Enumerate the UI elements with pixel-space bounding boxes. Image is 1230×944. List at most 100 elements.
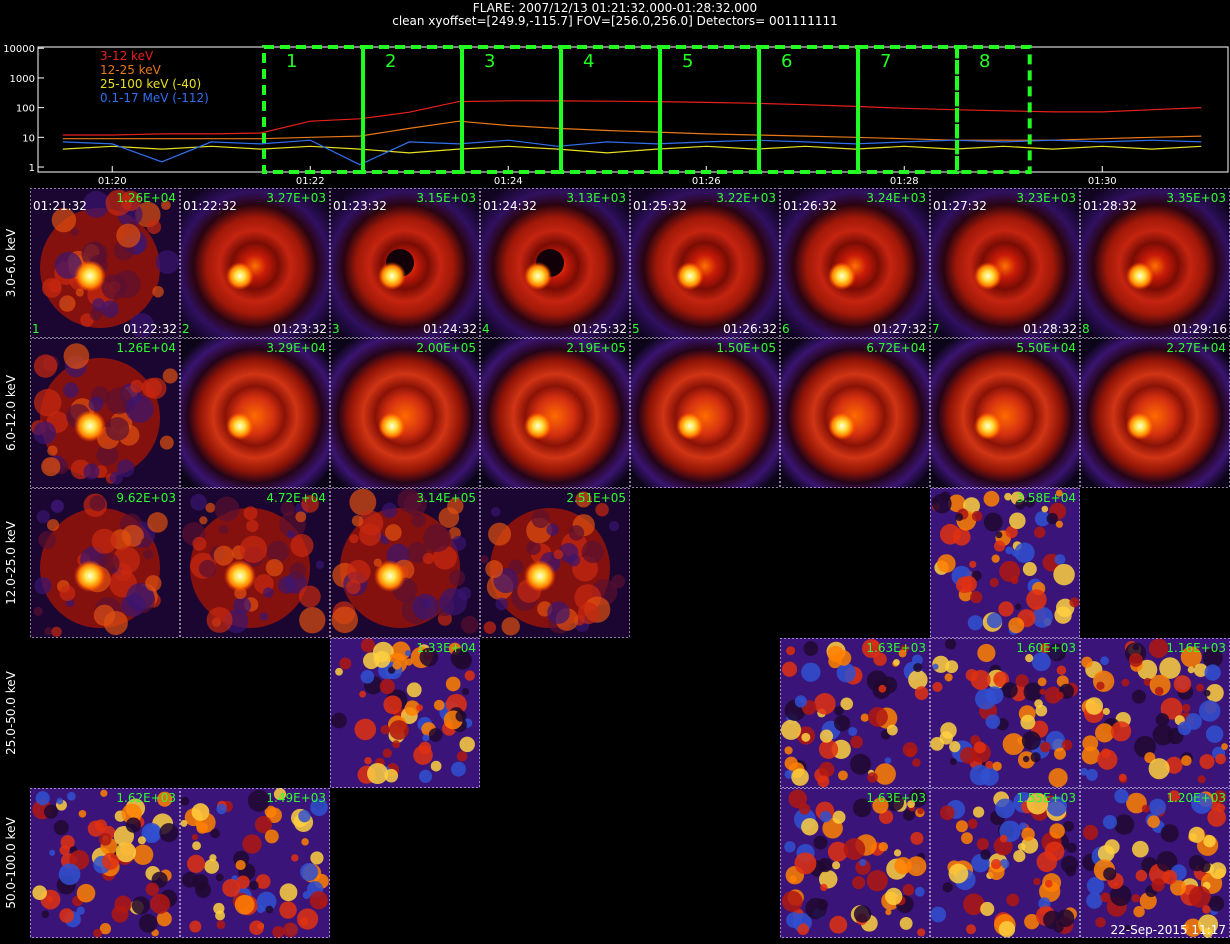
image-blob xyxy=(1191,792,1213,814)
image-blob xyxy=(1198,914,1219,935)
image-blob xyxy=(1110,721,1132,742)
image-blob xyxy=(1183,918,1203,938)
image-blob xyxy=(44,627,53,636)
image-blob xyxy=(1048,768,1068,788)
image-blob xyxy=(1005,546,1014,555)
image-blob xyxy=(992,761,1002,771)
image-blob xyxy=(1014,542,1035,563)
image-blob xyxy=(137,836,146,845)
image-blob xyxy=(145,882,160,896)
image-blob xyxy=(1024,913,1040,930)
image-blob xyxy=(1165,756,1183,774)
y-tick-label: 10 xyxy=(22,133,35,144)
panel-max: 3.23E+03 xyxy=(1016,191,1076,205)
image-blob xyxy=(199,516,208,525)
image-blob xyxy=(1044,879,1053,888)
image-blob xyxy=(1128,653,1143,667)
panel-frame xyxy=(180,488,330,638)
image-blob xyxy=(1034,511,1051,527)
image-blob xyxy=(379,678,395,695)
image-blob xyxy=(1031,652,1051,672)
image-blob xyxy=(309,891,328,910)
image-core xyxy=(224,560,256,592)
panel-index: 6 xyxy=(782,322,790,336)
legend-entry: 3-12 keV xyxy=(100,49,154,63)
image-blob xyxy=(852,876,866,890)
image-blob xyxy=(131,896,150,915)
image-core xyxy=(974,262,1002,290)
image-panel: 3.23E+03 01:27:32 01:28:32 7 xyxy=(930,188,1080,338)
image-blob xyxy=(1100,892,1111,903)
image-blob xyxy=(960,575,977,593)
image-blob xyxy=(983,490,1000,507)
image-blob xyxy=(279,883,298,902)
image-blob xyxy=(1156,851,1178,872)
image-ring xyxy=(180,338,330,488)
image-blob xyxy=(331,712,347,729)
image-blob xyxy=(829,915,848,934)
image-blob xyxy=(157,791,173,807)
image-blob xyxy=(93,604,116,626)
image-blob xyxy=(912,758,921,767)
image-blob xyxy=(1085,768,1098,781)
image-blob xyxy=(595,503,609,517)
image-blob xyxy=(917,928,926,937)
image-blob xyxy=(1102,707,1110,716)
image-blob xyxy=(145,575,162,592)
image-blob xyxy=(289,562,307,580)
image-blob xyxy=(885,792,904,812)
image-blob xyxy=(1162,869,1178,885)
image-core xyxy=(378,262,406,290)
panel-max: 5.50E+04 xyxy=(1016,341,1076,355)
image-blob xyxy=(1009,512,1026,530)
image-blob xyxy=(41,457,61,477)
image-blob xyxy=(781,661,798,677)
image-blob xyxy=(448,569,466,587)
image-blob xyxy=(834,706,844,716)
image-blob xyxy=(970,591,983,604)
image-blob xyxy=(33,606,43,616)
image-blob xyxy=(1056,909,1075,928)
image-blob xyxy=(939,805,955,821)
image-blob xyxy=(1021,836,1039,854)
image-blob xyxy=(1132,689,1146,704)
image-blob xyxy=(581,540,604,564)
image-blob xyxy=(998,920,1016,938)
image-blob xyxy=(195,882,212,898)
image-panel: 1.20E+03 xyxy=(1080,788,1230,938)
panel-max: 1.26E+04 xyxy=(116,191,176,205)
image-blob xyxy=(63,382,79,399)
panel-index: 3 xyxy=(332,322,340,336)
row-label: 12.0-25.0 keV xyxy=(4,520,18,604)
image-blob xyxy=(143,549,154,560)
image-blob xyxy=(47,518,60,532)
image-blob xyxy=(33,421,57,445)
image-core xyxy=(676,412,704,440)
image-blob xyxy=(48,279,62,293)
image-blob xyxy=(485,560,504,579)
image-blob xyxy=(949,741,961,753)
image-blob xyxy=(1004,492,1012,501)
image-blob xyxy=(1045,730,1066,751)
image-blob xyxy=(266,807,283,824)
image-blob xyxy=(850,735,863,749)
image-blob xyxy=(189,920,202,933)
image-blob xyxy=(222,878,241,897)
image-blob xyxy=(902,884,915,896)
image-blob xyxy=(526,540,541,556)
image-blob xyxy=(1181,755,1192,766)
image-blob xyxy=(1168,790,1181,803)
image-blob xyxy=(405,658,413,666)
image-blob xyxy=(955,513,964,522)
image-blob xyxy=(932,681,943,693)
image-blob xyxy=(190,493,207,511)
image-blob xyxy=(835,650,852,666)
image-blob xyxy=(1209,862,1227,879)
image-blob xyxy=(480,555,489,564)
image-ring xyxy=(930,188,1080,338)
image-blob xyxy=(1080,767,1088,776)
image-blob xyxy=(1203,689,1211,697)
panel-max: 3.14E+05 xyxy=(416,491,476,505)
panel-max: 3.58E+04 xyxy=(1016,491,1076,505)
panel-frame xyxy=(180,338,330,488)
